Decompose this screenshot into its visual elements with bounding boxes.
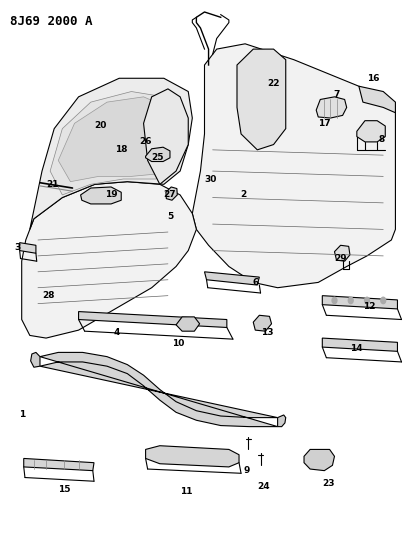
Text: 5: 5	[167, 212, 173, 221]
Polygon shape	[357, 120, 385, 142]
Polygon shape	[30, 78, 192, 229]
Polygon shape	[144, 89, 188, 184]
Text: 22: 22	[267, 79, 280, 88]
Text: 7: 7	[333, 90, 340, 99]
Polygon shape	[253, 316, 272, 331]
Polygon shape	[24, 458, 94, 471]
Text: 8J69 2000 A: 8J69 2000 A	[9, 14, 92, 28]
Text: 16: 16	[367, 74, 379, 83]
Polygon shape	[79, 312, 227, 327]
Text: 26: 26	[139, 138, 152, 147]
Circle shape	[364, 297, 369, 304]
Text: 10: 10	[172, 339, 184, 348]
Circle shape	[348, 297, 353, 304]
Polygon shape	[192, 44, 396, 288]
Polygon shape	[304, 449, 335, 471]
Polygon shape	[237, 49, 286, 150]
Text: 17: 17	[318, 119, 330, 128]
Text: 3: 3	[14, 244, 21, 253]
Text: 20: 20	[95, 122, 107, 131]
Text: 23: 23	[322, 479, 335, 488]
Polygon shape	[166, 187, 177, 200]
Circle shape	[381, 297, 386, 304]
Text: 29: 29	[334, 254, 347, 263]
Text: 1: 1	[18, 410, 25, 419]
Text: 13: 13	[261, 328, 274, 337]
Polygon shape	[20, 243, 36, 253]
Text: 8: 8	[378, 135, 384, 144]
Text: 25: 25	[151, 154, 164, 163]
Text: 9: 9	[244, 466, 250, 475]
Text: 6: 6	[252, 278, 258, 287]
Polygon shape	[40, 352, 278, 426]
Text: 14: 14	[351, 344, 363, 353]
Circle shape	[332, 297, 337, 304]
Text: 15: 15	[58, 484, 71, 494]
Polygon shape	[335, 245, 350, 261]
Text: 27: 27	[164, 190, 176, 199]
Polygon shape	[316, 97, 347, 118]
Text: 2: 2	[240, 190, 246, 199]
Text: 4: 4	[114, 328, 120, 337]
Polygon shape	[146, 446, 239, 467]
Polygon shape	[22, 182, 196, 338]
Polygon shape	[204, 272, 259, 285]
Polygon shape	[359, 86, 396, 113]
Polygon shape	[81, 187, 121, 204]
Polygon shape	[50, 92, 184, 195]
Polygon shape	[322, 338, 398, 351]
Polygon shape	[31, 352, 40, 367]
Polygon shape	[146, 147, 170, 161]
Text: 30: 30	[204, 174, 217, 183]
Text: 21: 21	[46, 180, 58, 189]
Text: 12: 12	[363, 302, 375, 311]
Text: 19: 19	[105, 190, 117, 199]
Text: 11: 11	[180, 487, 193, 496]
Polygon shape	[278, 415, 286, 426]
Polygon shape	[176, 317, 200, 331]
Text: 24: 24	[257, 482, 270, 491]
Polygon shape	[58, 97, 176, 182]
Text: 28: 28	[42, 291, 54, 300]
Polygon shape	[322, 296, 398, 309]
Text: 18: 18	[115, 146, 128, 155]
